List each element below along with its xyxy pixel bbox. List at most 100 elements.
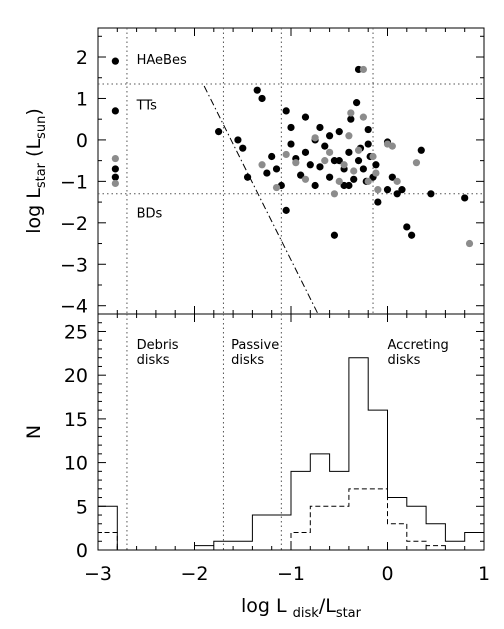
- scatter-point-s0-61: [364, 140, 372, 148]
- histogram-bar-dashed-16: [407, 541, 426, 550]
- scatter-point-s1-26: [258, 161, 266, 169]
- scatter-point-s0-57: [326, 132, 334, 140]
- histogram-bar-solid-12: [330, 471, 349, 550]
- top-plot-frame: [97, 27, 485, 315]
- top-ytick-label-5: 1: [76, 88, 88, 110]
- scatter-point-s0-14: [282, 206, 290, 214]
- scatter-point-s1-20: [374, 186, 382, 194]
- scatter-point-s0-55: [461, 194, 469, 202]
- scatter-point-s1-6: [311, 134, 319, 142]
- bottom-panel-histogram: DebrisdisksPassivedisksAccretingdisks051…: [64, 313, 490, 585]
- scatter-point-s0-7: [243, 173, 252, 181]
- scatter-point-s0-60: [335, 157, 343, 165]
- top-y-axis-label-part-1: star: [34, 162, 49, 188]
- histogram-bar-solid-15: [388, 498, 407, 550]
- top-ytick-label-1: −3: [60, 254, 88, 276]
- bottom-ytick-label-3: 15: [64, 409, 88, 431]
- histogram-solid-series: [97, 357, 485, 551]
- scatter-point-s1-7: [321, 157, 329, 165]
- scatter-point-s0-24: [316, 163, 324, 171]
- top-y-axis-label-group: log Lstar (Lsun): [23, 108, 49, 234]
- scatter-point-s0-34: [350, 175, 358, 183]
- bottom-xtick-label-0: −3: [84, 563, 112, 585]
- histogram-dashed-series: [97, 488, 484, 551]
- histogram-bar-dashed-12: [330, 506, 349, 550]
- scatter-point-s0-56: [345, 181, 353, 190]
- scatter-point-s0-35: [353, 99, 361, 107]
- scatter-point-s0-1: [111, 107, 119, 115]
- scatter-point-s1-10: [335, 177, 343, 185]
- histogram-bar-solid-18: [445, 541, 464, 550]
- top-panel-scatter: HAeBes TTs BDs −4 −3 −2 −1 0 1 2: [60, 27, 485, 318]
- scatter-point-s0-39: [359, 165, 367, 173]
- top-y-axis-label-part-0: log L: [23, 188, 45, 234]
- scatter-point-s0-6: [239, 144, 247, 152]
- bottom-annotation-0-line-1: disks: [137, 353, 170, 368]
- x-axis-label-part-1: disk: [293, 606, 320, 621]
- bottom-annotation-0-line-0: Debris: [137, 338, 179, 353]
- histogram-bar-dashed-17: [426, 546, 445, 550]
- bottom-ytick-label-0: 0: [76, 540, 88, 562]
- scatter-point-s1-3: [282, 150, 290, 159]
- histogram-bar-solid-0: [98, 506, 117, 550]
- histogram-bar-solid-7: [233, 541, 252, 550]
- scatter-point-s1-23: [393, 177, 401, 185]
- scatter-point-s0-25: [321, 142, 329, 150]
- scatter-point-s0-18: [297, 171, 305, 179]
- top-ytick-label-0: −4: [60, 296, 88, 318]
- scatter-point-s0-21: [306, 161, 314, 169]
- bottom-ytick-label-1: 5: [76, 496, 88, 518]
- scatter-point-s0-13: [282, 107, 290, 115]
- top-ytick-label-6: 2: [76, 47, 88, 69]
- scatter-point-s0-41: [364, 125, 372, 134]
- scatter-point-s1-16: [359, 113, 367, 121]
- scatter-point-s1-17: [364, 177, 372, 185]
- scatter-point-s0-2: [111, 165, 119, 173]
- scatter-point-s0-23: [316, 123, 324, 132]
- histogram-bar-solid-10: [291, 471, 310, 550]
- bottom-xtick-label-2: −1: [277, 563, 305, 585]
- scatter-point-s0-3: [111, 173, 119, 181]
- top-annotation-0: HAeBes: [137, 53, 187, 68]
- scatter-point-s0-9: [258, 94, 266, 103]
- scatter-point-s0-54: [427, 190, 435, 198]
- bottom-ytick-label-2: 10: [64, 453, 88, 475]
- bottom-ytick-label-5: 25: [64, 321, 88, 343]
- bottom-xtick-label-4: 1: [478, 563, 490, 585]
- scatter-point-s0-44: [372, 161, 380, 169]
- bottom-xtick-label-1: −2: [180, 563, 208, 585]
- bottom-y-axis-label-group: N: [23, 425, 45, 439]
- scatter-point-s1-15: [354, 146, 363, 154]
- scatter-point-s1-27: [359, 65, 367, 74]
- top-y-axis-label-part-3: sun: [34, 116, 49, 139]
- scatter-point-s1-0: [111, 154, 119, 163]
- scatter-point-s1-5: [301, 175, 310, 183]
- scatter-point-s1-9: [330, 190, 339, 198]
- histogram-bar-solid-14: [368, 410, 387, 550]
- bottom-annotation-1-line-1: disks: [231, 353, 264, 368]
- scatter-point-s1-2: [272, 183, 281, 192]
- scatter-point-s1-22: [388, 142, 396, 150]
- x-axis-label-part-3: star: [336, 606, 362, 621]
- bottom-ytick-label-4: 20: [64, 365, 88, 387]
- scatter-point-s0-45: [374, 198, 382, 206]
- bottom-annotation-2-line-1: disks: [388, 353, 421, 368]
- scatter-point-s0-29: [335, 128, 343, 136]
- scatter-point-s0-37: [354, 157, 363, 165]
- scatter-point-s0-53: [417, 146, 425, 154]
- bottom-annotation-1-line-0: Passive: [231, 338, 279, 353]
- histogram-bar-solid-8: [252, 515, 271, 550]
- top-annotation-1: TTs: [136, 99, 158, 114]
- scatter-point-s0-19: [301, 113, 310, 121]
- top-ytick-label-3: −1: [60, 171, 88, 193]
- scatter-point-s1-19: [372, 169, 380, 177]
- bottom-annotation-2-line-0: Accreting: [388, 338, 449, 353]
- scatter-point-s0-52: [408, 231, 416, 239]
- top-y-axis-label: log Lstar (Lsun): [23, 108, 49, 234]
- top-y-axis-label-part-2: (L: [23, 139, 45, 163]
- scatter-point-s1-24: [412, 159, 421, 167]
- scatter-point-s0-15: [287, 123, 295, 132]
- scatter-point-s0-10: [263, 169, 271, 177]
